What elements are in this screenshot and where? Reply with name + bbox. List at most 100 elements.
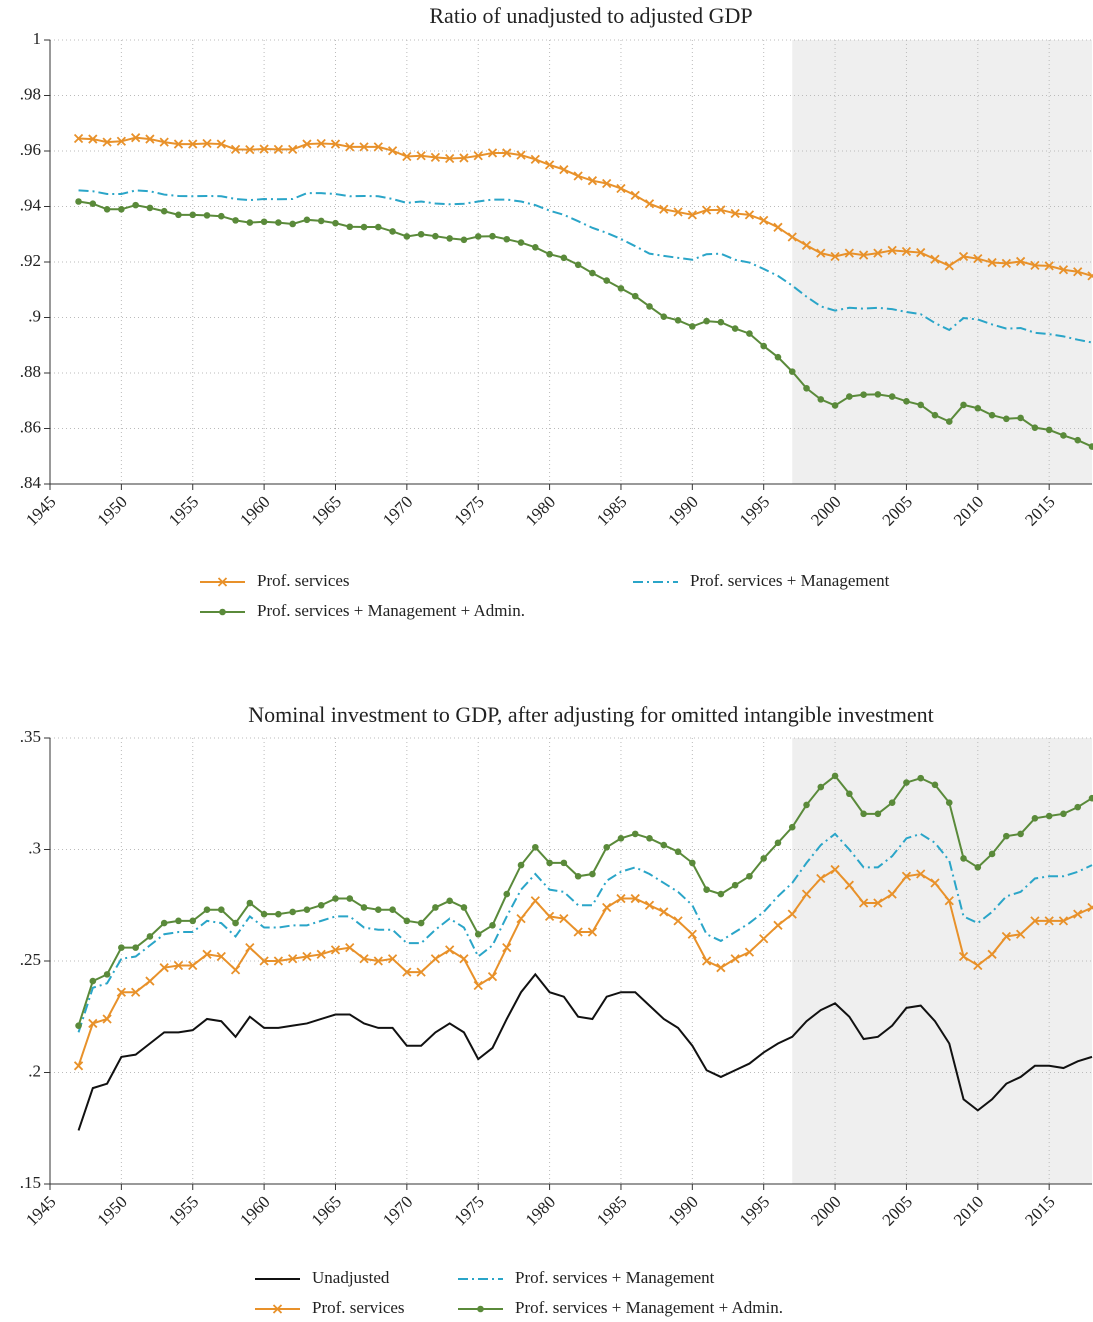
marker: [587, 927, 598, 937]
marker: [203, 906, 211, 914]
y-tick-label: .98: [20, 84, 41, 103]
marker: [673, 916, 683, 926]
legend-label: Prof. services + Management: [690, 571, 890, 590]
legend-label: Prof. services: [257, 571, 350, 590]
marker: [944, 261, 954, 271]
marker: [717, 318, 725, 326]
marker: [687, 210, 697, 220]
y-tick-label: .92: [20, 251, 41, 270]
x-tick-label: 1950: [93, 1192, 130, 1229]
marker: [103, 971, 111, 978]
marker: [544, 160, 555, 170]
marker: [858, 898, 869, 908]
x-tick-label: 2005: [879, 1192, 916, 1229]
marker: [530, 154, 540, 164]
marker: [217, 212, 225, 220]
x-tick-label: 1955: [165, 492, 202, 529]
marker: [1031, 424, 1039, 431]
marker: [359, 142, 369, 152]
marker: [474, 930, 482, 938]
marker: [945, 418, 953, 425]
marker: [317, 901, 325, 909]
x-tick-label: 2000: [807, 1192, 844, 1229]
marker: [544, 911, 555, 922]
marker: [345, 142, 355, 152]
marker: [1030, 260, 1040, 270]
marker: [359, 954, 369, 964]
marker: [646, 835, 653, 842]
marker: [731, 881, 739, 889]
marker: [716, 205, 726, 215]
marker: [375, 223, 382, 231]
marker: [175, 917, 182, 925]
marker: [375, 906, 382, 914]
marker: [75, 198, 82, 205]
marker: [901, 246, 912, 257]
y-tick-label: .88: [20, 362, 41, 381]
marker: [430, 152, 441, 163]
marker: [1015, 929, 1026, 939]
x-tick-label: 1975: [450, 1192, 487, 1229]
marker: [974, 864, 982, 871]
marker: [102, 1014, 112, 1024]
marker: [245, 942, 255, 953]
marker: [703, 886, 710, 893]
marker: [1073, 267, 1083, 277]
marker: [701, 205, 712, 215]
x-tick-label: 1985: [593, 492, 630, 529]
marker: [132, 201, 139, 209]
marker: [487, 148, 498, 158]
marker: [145, 976, 155, 986]
marker: [787, 909, 797, 919]
x-tick-label: 1965: [308, 1192, 345, 1229]
marker: [559, 164, 569, 175]
x-tick-label: 2010: [950, 1192, 987, 1229]
marker: [988, 411, 996, 419]
marker: [1001, 258, 1011, 269]
marker: [260, 910, 268, 918]
marker: [874, 810, 882, 818]
marker: [1073, 909, 1083, 919]
marker: [788, 368, 796, 375]
x-tick-label: 2010: [950, 492, 987, 529]
marker: [874, 391, 882, 398]
y-tick-label: .94: [20, 195, 42, 214]
marker: [146, 204, 154, 212]
x-tick-label: 1960: [236, 492, 273, 529]
marker: [602, 178, 612, 189]
marker: [303, 216, 311, 224]
marker: [873, 248, 883, 258]
marker: [432, 232, 439, 240]
marker: [602, 902, 612, 913]
marker: [460, 236, 468, 244]
marker: [131, 987, 141, 997]
marker: [803, 801, 810, 809]
marker: [330, 945, 341, 955]
marker: [473, 151, 483, 161]
marker: [445, 153, 455, 164]
x-tick-label: 1995: [736, 1192, 773, 1229]
marker: [416, 151, 426, 161]
marker: [689, 859, 696, 867]
y-tick-label: .3: [28, 838, 41, 857]
marker: [88, 1018, 98, 1029]
marker: [403, 917, 411, 925]
marker: [503, 890, 511, 898]
marker: [731, 325, 739, 332]
marker: [746, 872, 753, 880]
marker: [175, 211, 182, 219]
marker: [145, 134, 155, 144]
marker: [1058, 916, 1069, 926]
marker: [532, 243, 539, 251]
marker: [801, 889, 812, 899]
y-tick-label: .35: [20, 727, 41, 746]
marker: [774, 353, 782, 361]
marker: [689, 323, 696, 330]
marker: [1017, 414, 1024, 422]
marker: [188, 139, 198, 149]
marker: [332, 219, 339, 227]
marker: [816, 248, 826, 258]
marker: [503, 235, 511, 243]
y-tick-label: 1: [33, 29, 42, 48]
marker: [1030, 916, 1040, 926]
